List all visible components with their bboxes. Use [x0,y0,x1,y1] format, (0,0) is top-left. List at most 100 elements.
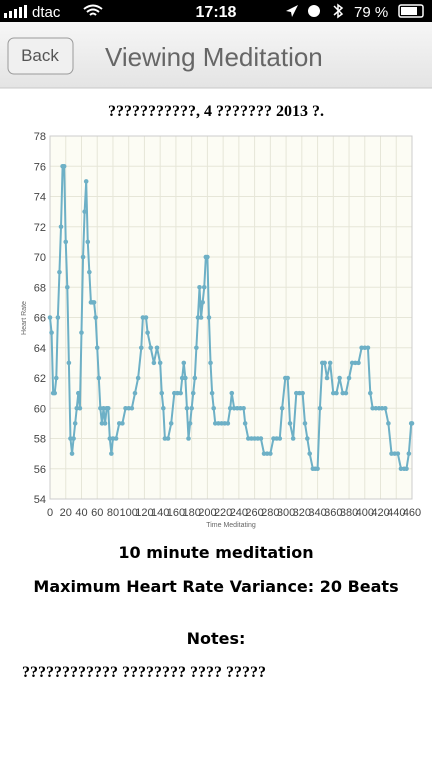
data-point [63,239,69,245]
data-point [74,405,80,411]
data-point [190,390,196,396]
data-point [211,405,216,411]
data-point [340,390,346,396]
data-point [362,345,368,351]
data-point [94,345,100,351]
x-tick-label: 40 [75,507,87,519]
data-point [178,390,183,396]
data-point [77,405,83,411]
data-point [389,451,394,456]
clock: 17:18 [196,4,237,21]
data-point [200,300,205,305]
data-point [315,466,320,472]
data-point [346,375,352,381]
data-point [192,375,198,381]
x-tick-label: 140 [151,507,169,519]
y-tick-label: 66 [34,313,46,325]
data-point [80,254,86,260]
y-tick-label: 72 [34,222,46,234]
data-point [290,436,296,441]
heart-rate-line [49,165,413,470]
data-point [209,390,215,396]
data-point [287,421,293,426]
data-point [135,375,141,381]
data-point [268,451,273,456]
data-point [79,330,84,335]
data-point [120,421,125,426]
data-point [305,436,310,441]
x-tick-label: 60 [91,507,103,519]
y-tick-label: 58 [34,434,46,446]
alarm-icon [308,5,320,17]
data-point [367,390,373,396]
data-point [105,405,111,411]
data-point [184,405,190,411]
back-button-shape[interactable] [7,37,74,75]
data-point [107,436,113,441]
wifi-icon [83,4,103,16]
x-axis-title: Time Meditating [206,522,256,529]
data-point [96,375,102,381]
data-point [52,390,58,396]
data-point [110,436,116,441]
data-point [72,421,78,426]
data-point [285,375,290,381]
data-point [271,436,276,441]
x-tick-label: 220 [214,507,232,519]
data-point [225,421,231,426]
data-point [113,436,119,441]
data-point [376,405,382,411]
data-point [143,315,149,320]
data-point [334,390,339,396]
data-point [307,451,312,456]
data-point [172,390,177,396]
data-point [186,436,191,441]
x-tick-label: 300 [277,507,295,519]
data-point [49,330,54,335]
y-tick-label: 78 [34,131,46,143]
data-point [398,466,404,472]
data-point [140,315,146,320]
data-point [205,254,210,260]
data-point [356,360,361,366]
data-point [58,224,64,230]
data-point [302,421,308,426]
data-point [69,451,75,456]
data-point [297,390,302,396]
data-point [222,421,228,426]
data-point [47,315,53,320]
data-point [98,405,103,411]
data-point [252,436,257,441]
data-point [132,390,138,396]
back-label[interactable]: Back [21,46,59,65]
data-point [365,345,371,351]
data-point [138,345,144,351]
data-point [258,436,264,441]
x-tick-label: 340 [308,507,326,519]
data-point [241,405,246,411]
data-point [227,405,233,411]
battery-text: 79 % [354,4,388,21]
back-button[interactable]: Back [7,37,74,75]
data-point [195,315,201,320]
x-tick-label: 320 [293,507,311,519]
data-point [198,315,204,320]
signal-icon [4,5,27,18]
y-tick-label: 56 [34,464,46,476]
data-point [359,345,364,351]
data-point [197,284,202,290]
data-point [379,405,385,411]
data-point [249,436,254,441]
data-point [234,405,240,411]
data-point [183,375,188,381]
data-point [373,405,379,411]
data-point [148,345,154,351]
y-tick-label: 76 [34,161,46,173]
data-point [99,421,105,426]
data-point [206,315,212,320]
data-point [61,163,67,169]
data-point [395,451,401,456]
status-bar [0,0,432,22]
data-point [66,360,72,366]
